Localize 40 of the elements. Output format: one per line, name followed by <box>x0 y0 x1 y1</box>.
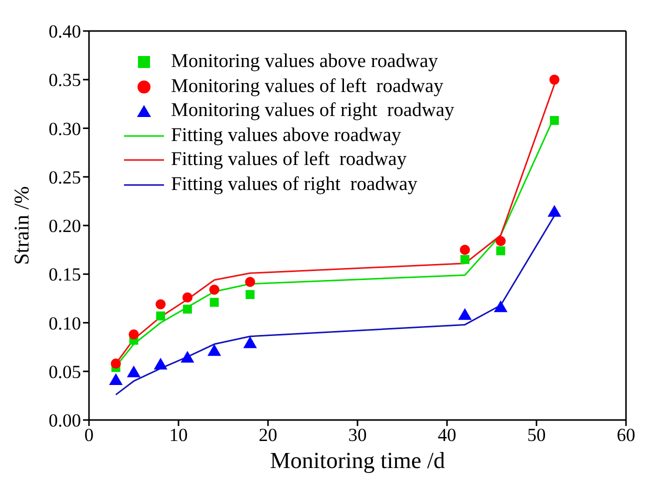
legend-label: Fitting values of left roadway <box>171 148 407 172</box>
point <box>549 74 560 85</box>
x-tick-label: 40 <box>438 426 456 446</box>
legend-label: Monitoring values above roadway <box>171 50 438 74</box>
point <box>182 292 192 302</box>
y-tick-label: 0.30 <box>48 120 81 140</box>
legend-label: Monitoring values of right roadway <box>171 99 454 123</box>
point <box>460 255 470 264</box>
legend-label: Monitoring values of left roadway <box>171 74 444 98</box>
y-tick-label: 0.35 <box>48 71 81 92</box>
point <box>210 298 219 307</box>
point <box>496 236 506 246</box>
point <box>182 304 192 314</box>
x-tick-label: 60 <box>616 426 636 446</box>
x-tick-label: 20 <box>258 426 278 446</box>
y-tick-label: 0.20 <box>48 217 81 238</box>
point <box>209 284 220 295</box>
y-tick-label: 0.05 <box>48 362 81 383</box>
x-tick-label: 50 <box>527 426 546 446</box>
point <box>550 116 559 125</box>
point <box>496 246 506 256</box>
point <box>460 244 470 255</box>
x-tick-label: 0 <box>84 426 94 446</box>
y-tick-label: 0.10 <box>48 314 81 334</box>
x-tick-label: 10 <box>169 426 188 446</box>
point <box>245 276 256 287</box>
point <box>156 311 166 320</box>
point <box>156 299 166 310</box>
y-tick-label: 0.25 <box>48 168 81 188</box>
y-tick-label: 0.00 <box>48 412 81 432</box>
point <box>246 290 255 300</box>
x-tick-label: 30 <box>348 426 367 446</box>
y-axis-title: Strain /% <box>9 186 34 265</box>
legend-label: Fitting values of right roadway <box>171 172 418 196</box>
point <box>128 329 139 340</box>
x-axis-title: Monitoring time /d <box>270 448 446 473</box>
y-tick-label: 0.15 <box>48 266 81 286</box>
point <box>110 358 121 369</box>
y-tick-label: 0.40 <box>48 22 81 43</box>
legend-label: Fitting values above roadway <box>171 124 402 148</box>
